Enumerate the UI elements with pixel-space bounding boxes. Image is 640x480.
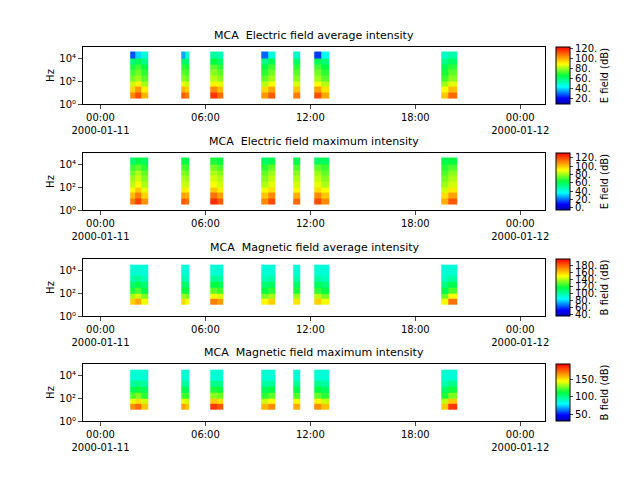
svg-text:10⁰: 10⁰ [59, 205, 76, 216]
svg-text:18:00: 18:00 [401, 112, 430, 123]
svg-text:80.: 80. [575, 295, 591, 306]
svg-text:10²: 10² [59, 182, 76, 193]
svg-text:0.: 0. [575, 202, 585, 213]
svg-text:100.: 100. [575, 53, 597, 64]
svg-text:00:002000-01-11: 00:002000-01-11 [71, 218, 129, 242]
svg-text:50.: 50. [575, 409, 591, 420]
svg-text:140.: 140. [575, 274, 597, 285]
svg-text:10⁴: 10⁴ [59, 159, 76, 170]
svg-text:06:00: 06:00 [191, 218, 220, 229]
svg-text:00:002000-01-12: 00:002000-01-12 [491, 112, 549, 136]
svg-text:MCA Magnetic field average in: MCA Magnetic field average intensity [210, 241, 419, 254]
svg-text:MCA Electric field maximum in: MCA Electric field maximum intensity [209, 135, 419, 148]
svg-text:60.: 60. [575, 302, 591, 313]
svg-text:120.: 120. [575, 152, 597, 163]
svg-text:40.: 40. [575, 309, 591, 320]
svg-text:12:00: 12:00 [296, 324, 325, 335]
svg-text:60.: 60. [575, 73, 591, 84]
svg-text:B field (dB): B field (dB) [599, 365, 610, 421]
svg-text:12:00: 12:00 [296, 218, 325, 229]
svg-text:00:002000-01-11: 00:002000-01-11 [71, 429, 129, 453]
svg-text:10⁴: 10⁴ [59, 265, 76, 276]
svg-text:00:002000-01-12: 00:002000-01-12 [491, 429, 549, 453]
svg-text:Hz: Hz [45, 175, 56, 188]
svg-text:E field (dB): E field (dB) [599, 48, 610, 103]
svg-text:40.: 40. [575, 83, 591, 94]
svg-text:20.: 20. [575, 93, 591, 104]
svg-text:B field (dB): B field (dB) [599, 260, 610, 316]
svg-text:10⁰: 10⁰ [59, 416, 76, 427]
svg-text:10²: 10² [59, 288, 76, 299]
svg-text:E field (dB): E field (dB) [599, 154, 610, 209]
svg-text:12:00: 12:00 [296, 429, 325, 440]
svg-text:00:002000-01-11: 00:002000-01-11 [71, 324, 129, 348]
svg-text:80.: 80. [575, 169, 591, 180]
svg-text:10⁴: 10⁴ [59, 53, 76, 64]
svg-text:18:00: 18:00 [401, 324, 430, 335]
svg-text:160.: 160. [575, 267, 597, 278]
svg-text:10⁰: 10⁰ [59, 99, 76, 110]
svg-text:10²: 10² [59, 393, 76, 404]
svg-text:00:002000-01-12: 00:002000-01-12 [491, 218, 549, 242]
svg-text:18:00: 18:00 [401, 429, 430, 440]
svg-text:Hz: Hz [45, 69, 56, 82]
svg-text:80.: 80. [575, 63, 591, 74]
svg-text:18:00: 18:00 [401, 218, 430, 229]
svg-text:00:002000-01-11: 00:002000-01-11 [71, 112, 129, 136]
svg-text:00:002000-01-12: 00:002000-01-12 [491, 324, 549, 348]
svg-text:100.: 100. [575, 161, 597, 172]
svg-text:Hz: Hz [45, 281, 56, 294]
svg-text:20.: 20. [575, 194, 591, 205]
svg-text:MCA Magnetic field maximum in: MCA Magnetic field maximum intensity [204, 346, 424, 359]
svg-text:120.: 120. [575, 281, 597, 292]
svg-text:12:00: 12:00 [296, 112, 325, 123]
svg-text:Hz: Hz [45, 386, 56, 399]
svg-text:60.: 60. [575, 177, 591, 188]
svg-text:100.: 100. [575, 288, 597, 299]
svg-text:120.: 120. [575, 43, 597, 54]
svg-text:150.: 150. [575, 374, 597, 385]
svg-text:06:00: 06:00 [191, 429, 220, 440]
svg-text:40.: 40. [575, 186, 591, 197]
svg-text:10⁴: 10⁴ [59, 370, 76, 381]
svg-text:MCA Electric field average in: MCA Electric field average intensity [214, 29, 414, 42]
svg-text:180.: 180. [575, 260, 597, 271]
svg-text:10²: 10² [59, 76, 76, 87]
svg-text:06:00: 06:00 [191, 324, 220, 335]
svg-text:10⁰: 10⁰ [59, 311, 76, 322]
svg-text:100.: 100. [575, 391, 597, 402]
svg-text:06:00: 06:00 [191, 112, 220, 123]
